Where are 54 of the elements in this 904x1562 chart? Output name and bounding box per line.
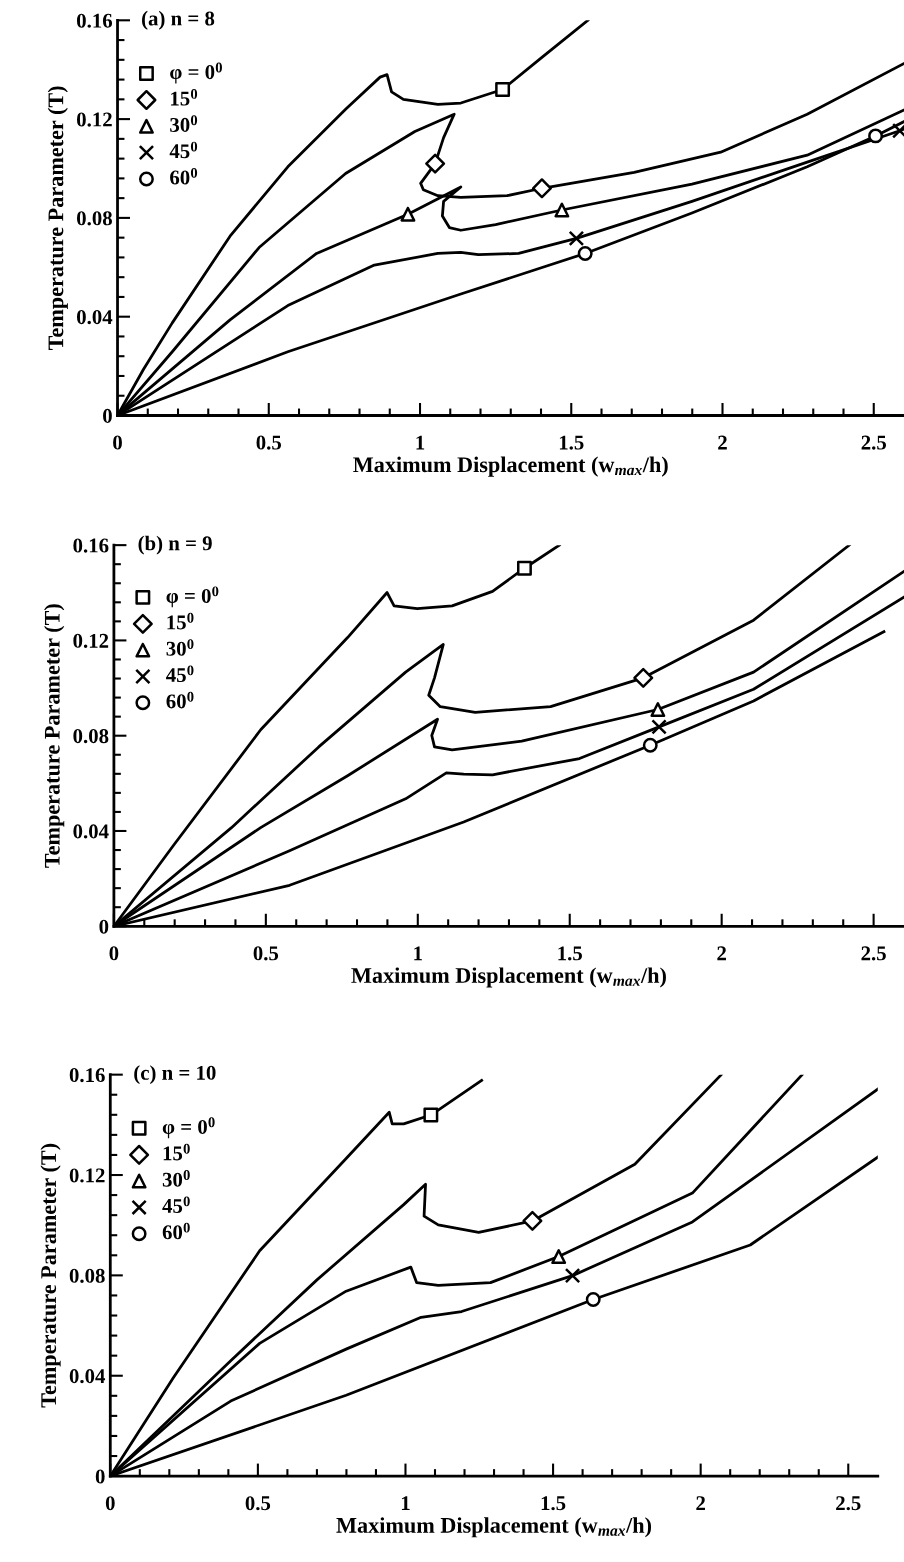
x-tick-label: 2.5	[861, 435, 887, 450]
legend-label: 30$^{0}$	[162, 1170, 190, 1187]
legend-label: φ = 0$^{0}$	[162, 1117, 215, 1139]
chart-title: (c) n = 10	[134, 1065, 216, 1085]
x-tick-label: 0.5	[256, 435, 282, 450]
x-tick-label: 1.5	[559, 435, 584, 450]
legend-label: 45$^{0}$	[162, 1196, 190, 1214]
y-tick-label: 0	[95, 1469, 105, 1484]
legend-label: 30$^{0}$	[170, 115, 198, 132]
x-tick-label: 1.5	[558, 946, 582, 961]
chart-title: (b) n = 9	[138, 535, 212, 555]
legend-label: φ = 0$^{0}$	[170, 62, 222, 84]
y-tick-label: 0.16	[69, 1068, 105, 1083]
x-tick-label: 2	[717, 946, 726, 961]
x-axis-title: Maximum Displacement (w$_{max}$/h)	[353, 456, 668, 477]
x-tick-label: 1.5	[541, 1496, 566, 1511]
x-tick-label: 2	[718, 435, 727, 450]
y-tick-label: 0.08	[76, 211, 112, 226]
y-tick-label: 0.08	[73, 729, 109, 744]
legend-label: φ = 0$^{0}$	[166, 586, 219, 608]
legend-label: 60$^{0}$	[170, 167, 198, 185]
y-tick-label: 0.12	[76, 112, 112, 127]
y-tick-label: 0.12	[73, 633, 109, 648]
y-tick-label: 0	[103, 408, 112, 423]
x-tick-label: 2.5	[836, 1496, 861, 1511]
chart-title: (a) n = 8	[142, 10, 215, 30]
legend-label: 60$^{0}$	[162, 1222, 190, 1240]
y-tick-label: 0.04	[73, 824, 109, 839]
y-tick-label: 0.16	[73, 538, 109, 553]
x-tick-label: 1	[416, 435, 425, 450]
legend-label: 15$^{0}$	[167, 612, 194, 630]
y-tick-label: 0.12	[69, 1168, 105, 1183]
x-tick-label: 0.5	[253, 946, 279, 961]
x-tick-label: 2	[696, 1496, 705, 1510]
legend-label: 15$^{0}$	[163, 1143, 190, 1161]
legend-label: 60$^{0}$	[166, 691, 194, 709]
y-tick-label: 0.08	[69, 1268, 105, 1283]
y-tick-label: 0.16	[76, 13, 113, 28]
y-tick-label: 0.04	[69, 1369, 106, 1384]
x-axis-title: Maximum Displacement (w$_{max}$/h)	[351, 967, 666, 988]
x-tick-label: 0.5	[245, 1496, 271, 1511]
y-tick-label: 0	[99, 919, 109, 934]
y-axis-title: Temperature Parameter (T)	[40, 1143, 61, 1408]
x-tick-label: 2.5	[861, 946, 886, 961]
y-tick-label: 0.04	[76, 310, 113, 325]
y-axis-title: Temperature Parameter (T)	[44, 604, 65, 868]
legend-label: 30$^{0}$	[166, 639, 194, 656]
x-tick-label: 1	[401, 1496, 410, 1510]
x-axis-title: Maximum Displacement (w$_{max}$/h)	[336, 1517, 652, 1538]
legend-label: 45$^{0}$	[166, 665, 194, 683]
legend-label: 15$^{0}$	[171, 89, 198, 106]
x-tick-label: 1	[414, 946, 422, 961]
legend-label: 45$^{0}$	[169, 141, 198, 159]
y-axis-title: Temperature Parameter (T)	[47, 86, 68, 351]
